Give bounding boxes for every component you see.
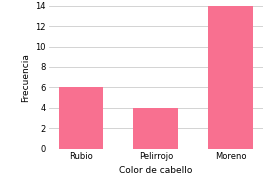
X-axis label: Color de cabello: Color de cabello — [119, 166, 192, 175]
Bar — [59, 87, 104, 149]
Bar — [133, 108, 178, 149]
Y-axis label: Frecuencia: Frecuencia — [21, 53, 30, 102]
Bar — [208, 6, 253, 149]
